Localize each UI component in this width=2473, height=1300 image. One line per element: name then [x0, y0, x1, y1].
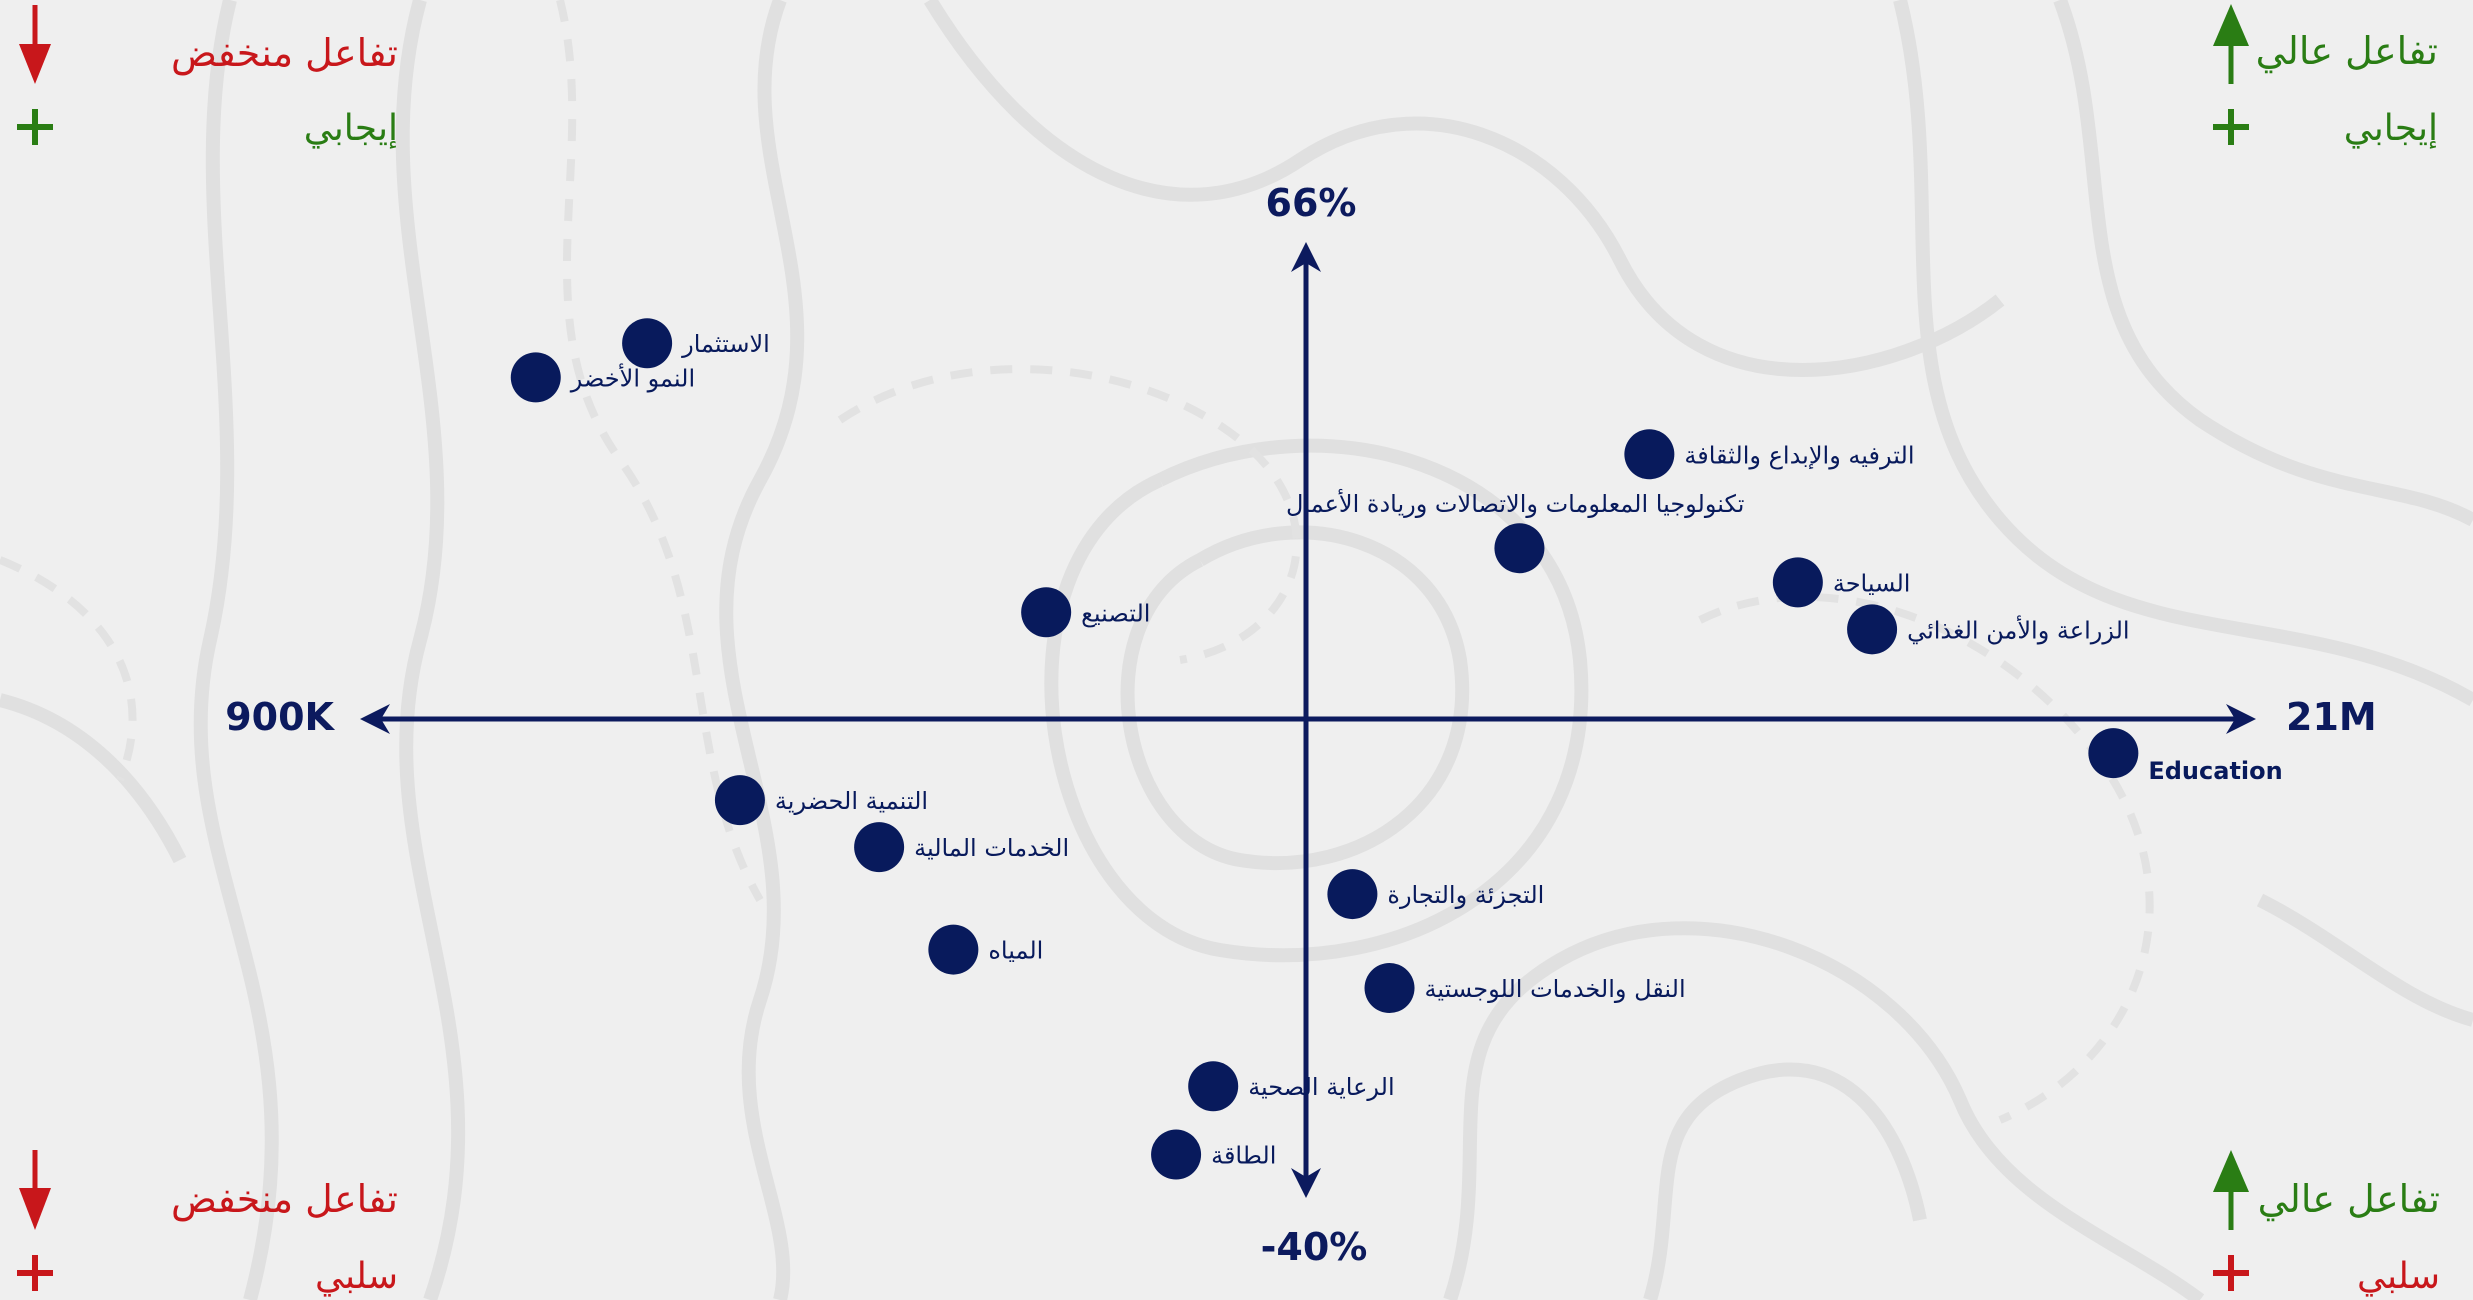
point-marker	[1624, 429, 1675, 480]
data-point: التنمية الحضرية	[714, 775, 928, 826]
point-marker	[622, 318, 673, 369]
data-point: الزراعة والأمن الغذائي	[1847, 604, 2130, 655]
corner-legend-bottom-right: تفاعل عالي سلبي	[2213, 1150, 2440, 1297]
data-point: المياه	[928, 924, 1043, 975]
point-marker	[1188, 1061, 1239, 1112]
data-point: الرعاية الصحية	[1188, 1061, 1395, 1112]
data-point: النقل والخدمات اللوجستية	[1364, 963, 1686, 1014]
point-marker	[928, 924, 979, 975]
point-marker	[2088, 728, 2139, 779]
point-marker	[1021, 587, 1072, 638]
corner-title: تفاعل منخفض	[171, 1177, 398, 1222]
point-label: النمو الأخضر	[570, 363, 695, 392]
x-axis-max-label: 21M	[2286, 695, 2377, 739]
corner-sentiment: سلبي	[315, 1256, 398, 1297]
point-label: Education	[2148, 757, 2282, 785]
data-point: السياحة	[1772, 557, 1911, 608]
point-label: الترفيه والإبداع والثقافة	[1684, 441, 1914, 469]
plus-icon	[17, 109, 53, 145]
data-point: الخدمات المالية	[854, 822, 1069, 873]
point-label: المياه	[988, 937, 1043, 965]
plus-icon	[17, 1255, 53, 1291]
point-label: الاستثمار	[681, 330, 770, 358]
point-label: السياحة	[1833, 569, 1911, 597]
down-arrow-icon	[19, 1150, 51, 1230]
corner-title: تفاعل منخفض	[171, 31, 398, 76]
corner-sentiment: إيجابي	[304, 108, 398, 149]
corner-title: تفاعل عالي	[2256, 29, 2438, 73]
point-marker	[714, 775, 765, 826]
data-point: الترفيه والإبداع والثقافة	[1624, 429, 1914, 480]
data-point: التصنيع	[1021, 587, 1150, 638]
corner-legend-top-right: تفاعل عالي إيجابي	[2213, 4, 2438, 149]
point-label: الخدمات المالية	[914, 834, 1069, 862]
data-point: التجزئة والتجارة	[1327, 869, 1544, 920]
y-axis-min-label: -40%	[1261, 1225, 1368, 1269]
axes: 900K 21M 66% -40%	[225, 181, 2376, 1269]
x-axis-min-label: 900K	[225, 695, 335, 739]
point-label: التنمية الحضرية	[775, 787, 928, 815]
y-axis-max-label: 66%	[1266, 181, 1357, 225]
data-point: النمو الأخضر	[510, 352, 695, 403]
point-label: النقل والخدمات اللوجستية	[1425, 975, 1686, 1003]
point-marker	[1772, 557, 1823, 608]
point-marker	[1364, 963, 1415, 1014]
point-label: التصنيع	[1081, 599, 1150, 627]
point-label: الطاقة	[1211, 1142, 1276, 1170]
point-label: تكنولوجيا المعلومات والاتصالات وريادة ال…	[1286, 489, 1745, 518]
up-arrow-icon	[2213, 4, 2249, 84]
corner-legend-bottom-left: تفاعل منخفض سلبي	[17, 1150, 398, 1297]
point-label: الزراعة والأمن الغذائي	[1907, 615, 2130, 644]
point-marker	[1327, 869, 1378, 920]
point-marker	[1151, 1129, 1202, 1180]
point-label: الرعاية الصحية	[1248, 1073, 1394, 1101]
data-point: Education	[2088, 728, 2283, 785]
data-points: الاستثمار النمو الأخضر الترفيه والإبداع وا…	[510, 318, 2283, 1180]
plus-icon	[2213, 109, 2249, 145]
data-point: تكنولوجيا المعلومات والاتصالات وريادة ال…	[1286, 489, 1745, 574]
corner-sentiment: سلبي	[2357, 1256, 2440, 1297]
corner-title: تفاعل عالي	[2258, 1177, 2440, 1221]
point-marker	[1494, 523, 1545, 574]
down-arrow-icon	[19, 5, 51, 84]
point-marker	[854, 822, 905, 873]
point-marker	[1847, 604, 1898, 655]
corner-sentiment: إيجابي	[2344, 108, 2438, 149]
data-point: الاستثمار	[622, 318, 770, 369]
point-label: التجزئة والتجارة	[1387, 881, 1544, 909]
point-marker	[510, 352, 561, 403]
plus-icon	[2213, 1255, 2249, 1291]
corner-legend-top-left: تفاعل منخفض إيجابي	[17, 5, 398, 149]
data-point: الطاقة	[1151, 1129, 1276, 1180]
up-arrow-icon	[2213, 1150, 2249, 1230]
